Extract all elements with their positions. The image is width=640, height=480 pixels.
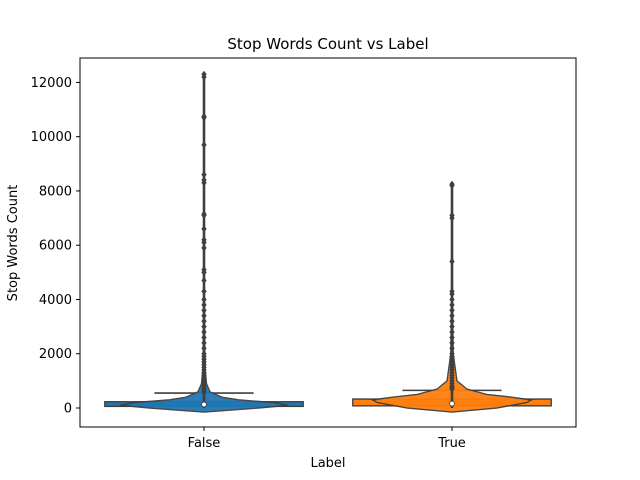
y-tick-label: 8000 <box>39 184 72 199</box>
outlier-point <box>449 333 455 342</box>
outlier-point <box>449 211 455 219</box>
outlier-point <box>449 339 455 347</box>
outlier-point <box>201 171 207 179</box>
outlier-point <box>449 350 455 358</box>
outlier-point <box>449 328 455 336</box>
outlier-point <box>201 210 207 218</box>
outlier-point <box>201 287 207 295</box>
axes: 0 2000 4000 6000 8000 10000 12000 False True <box>31 57 577 451</box>
outlier-point <box>201 301 207 309</box>
outlier-point <box>449 287 455 295</box>
outlier-point <box>201 344 207 352</box>
x-tick-label: False <box>188 436 221 451</box>
series-true <box>352 180 552 413</box>
outlier-point <box>201 276 207 285</box>
outlier-point <box>201 322 207 331</box>
x-tick-label: True <box>437 436 466 451</box>
outlier-point <box>449 317 455 325</box>
series-false <box>104 70 304 413</box>
outlier-point <box>201 333 207 342</box>
outlier-point <box>201 141 207 149</box>
outlier-point <box>201 339 207 347</box>
outlier-point <box>201 350 207 358</box>
y-tick-label: 4000 <box>39 293 72 308</box>
outlier-point <box>449 180 455 188</box>
outlier-point <box>201 236 207 244</box>
outlier-point <box>201 176 207 184</box>
x-axis-title: Label <box>310 456 345 471</box>
outlier-point <box>449 312 455 320</box>
outlier-point <box>449 322 455 331</box>
y-tick-label: 2000 <box>39 347 72 362</box>
median-marker <box>449 400 455 407</box>
chart-title: Stop Words Count vs Label <box>227 35 428 53</box>
outlier-point <box>201 317 207 325</box>
y-tick-label: 10000 <box>31 130 72 145</box>
y-tick-label: 12000 <box>31 76 72 91</box>
outlier-point <box>201 70 207 78</box>
outlier-point <box>201 306 207 314</box>
outlier-point <box>449 344 455 352</box>
outlier-point <box>201 328 207 336</box>
median-marker <box>201 401 207 408</box>
y-axis-title: Stop Words Count <box>6 185 21 302</box>
plot-area <box>104 70 552 413</box>
outlier-point <box>201 312 207 320</box>
outlier-point <box>449 257 455 266</box>
outlier-point <box>201 225 207 233</box>
plot-frame <box>79 57 577 428</box>
outlier-point <box>201 266 207 274</box>
y-tick-label: 6000 <box>39 239 72 254</box>
outlier-point <box>201 295 207 304</box>
outlier-point <box>449 306 455 314</box>
outlier-point <box>201 112 207 120</box>
outlier-point <box>201 244 207 252</box>
outlier-point <box>449 295 455 304</box>
outlier-point <box>449 301 455 309</box>
y-tick-label: 0 <box>64 402 72 417</box>
